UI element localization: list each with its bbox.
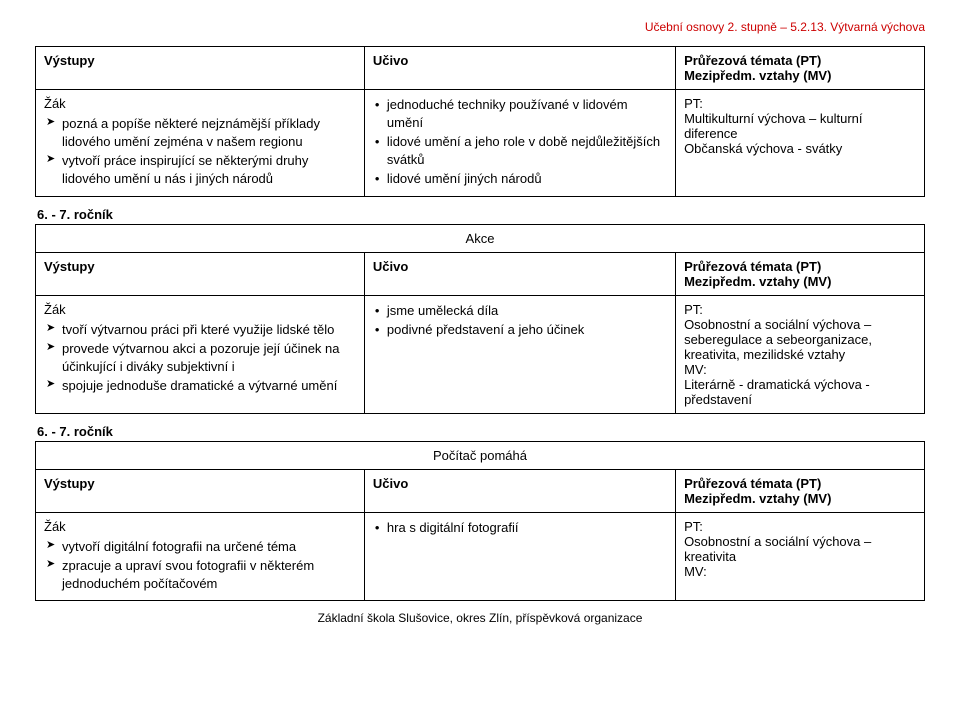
pt-text: Osobnostní a sociální výchova – seberegu…	[684, 317, 872, 362]
list-item: zpracuje a upraví svou fotografii v někt…	[44, 557, 356, 592]
th-mv-label: Mezipředm. vztahy (MV)	[684, 491, 831, 506]
mv-label: MV:	[684, 564, 707, 579]
list-item: pozná a popíše některé nejznámější příkl…	[44, 115, 356, 150]
th-ucivo-label: Učivo	[373, 476, 408, 491]
th-vystupy: Výstupy	[36, 252, 365, 295]
cell-ptmv: PT: Multikulturní výchova – kulturní dif…	[676, 90, 925, 197]
section-title-akce: Akce	[36, 224, 925, 252]
th-ucivo: Učivo	[364, 47, 675, 90]
th-pt-label: Průřezová témata (PT)	[684, 476, 821, 491]
cell-ucivo: hra s digitální fotografií	[364, 512, 675, 601]
th-ucivo: Učivo	[364, 469, 675, 512]
list-item: jednoduché techniky používané v lidovém …	[373, 96, 667, 131]
cell-vystupy: Žák vytvoří digitální fotografii na urče…	[36, 512, 365, 601]
list-item: provede výtvarnou akci a pozoruje její ú…	[44, 340, 356, 375]
list-item: hra s digitální fotografií	[373, 519, 667, 537]
th-ucivo-label: Učivo	[373, 259, 408, 274]
th-vystupy-label: Výstupy	[44, 259, 95, 274]
cell-vystupy: Žák tvoří výtvarnou práci při které využ…	[36, 295, 365, 413]
pt-label: PT:	[684, 302, 703, 317]
list-item: lidové umění a jeho role v době nejdůlež…	[373, 133, 667, 168]
th-pt-mv: Průřezová témata (PT) Mezipředm. vztahy …	[676, 252, 925, 295]
list-item: vytvoří práce inspirující se některými d…	[44, 152, 356, 187]
th-vystupy: Výstupy	[36, 47, 365, 90]
list-item: jsme umělecká díla	[373, 302, 667, 320]
lead-zak: Žák	[44, 519, 66, 534]
mv-label: MV:	[684, 362, 707, 377]
page-header-breadcrumb: Učební osnovy 2. stupně – 5.2.13. Výtvar…	[35, 20, 925, 34]
table-lidove-umeni: Výstupy Učivo Průřezová témata (PT) Mezi…	[35, 46, 925, 197]
table-pocitac: Počítač pomáhá Výstupy Učivo Průřezová t…	[35, 441, 925, 602]
cell-ucivo: jsme umělecká díla podivné představení a…	[364, 295, 675, 413]
list-item: lidové umění jiných národů	[373, 170, 667, 188]
th-pt-label: Průřezová témata (PT)	[684, 259, 821, 274]
th-vystupy-label: Výstupy	[44, 53, 95, 68]
pt-label: PT:	[684, 519, 703, 534]
th-vystupy-label: Výstupy	[44, 476, 95, 491]
th-pt-mv: Průřezová témata (PT) Mezipředm. vztahy …	[676, 469, 925, 512]
th-ucivo: Učivo	[364, 252, 675, 295]
th-pt-label: Průřezová témata (PT)	[684, 53, 821, 68]
cell-ptmv: PT: Osobnostní a sociální výchova – sebe…	[676, 295, 925, 413]
table-akce: Akce Výstupy Učivo Průřezová témata (PT)…	[35, 224, 925, 414]
pt-text: Osobnostní a sociální výchova – kreativi…	[684, 534, 871, 564]
list-item: vytvoří digitální fotografii na určené t…	[44, 538, 356, 556]
pt-extra: Občanská výchova - svátky	[684, 141, 842, 156]
th-pt-mv: Průřezová témata (PT) Mezipředm. vztahy …	[676, 47, 925, 90]
lead-zak: Žák	[44, 302, 66, 317]
pt-text: Multikulturní výchova – kulturní diferen…	[684, 111, 862, 141]
mv-text: Literárně - dramatická výchova - předsta…	[684, 377, 870, 407]
cell-ptmv: PT: Osobnostní a sociální výchova – krea…	[676, 512, 925, 601]
cell-vystupy: Žák pozná a popíše některé nejznámější p…	[36, 90, 365, 197]
th-mv-label: Mezipředm. vztahy (MV)	[684, 68, 831, 83]
pt-label: PT:	[684, 96, 703, 111]
th-ucivo-label: Učivo	[373, 53, 408, 68]
list-item: tvoří výtvarnou práci při které využije …	[44, 321, 356, 339]
page-footer: Základní škola Slušovice, okres Zlín, př…	[35, 611, 925, 625]
th-mv-label: Mezipředm. vztahy (MV)	[684, 274, 831, 289]
cell-ucivo: jednoduché techniky používané v lidovém …	[364, 90, 675, 197]
lead-zak: Žák	[44, 96, 66, 111]
grade-label-1: 6. - 7. ročník	[37, 207, 925, 222]
list-item: spojuje jednoduše dramatické a výtvarné …	[44, 377, 356, 395]
th-vystupy: Výstupy	[36, 469, 365, 512]
grade-label-2: 6. - 7. ročník	[37, 424, 925, 439]
list-item: podivné představení a jeho účinek	[373, 321, 667, 339]
section-title-pocitac: Počítač pomáhá	[36, 441, 925, 469]
